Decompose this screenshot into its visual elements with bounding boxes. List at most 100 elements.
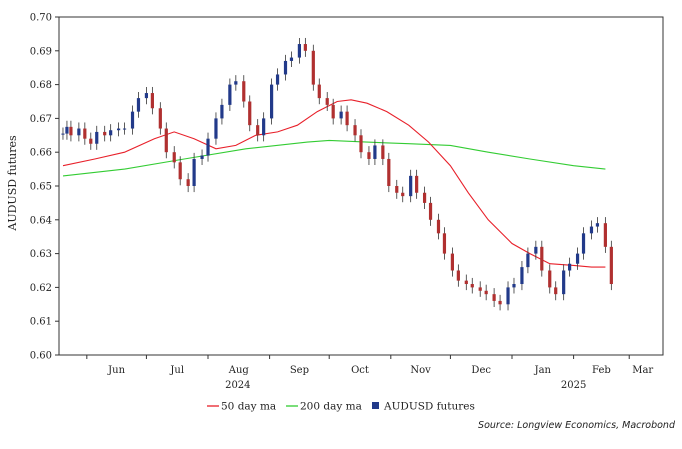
y-axis-title: AUDUSD futures <box>6 135 19 232</box>
price-bar-body <box>103 131 107 136</box>
source-note: Source: Longview Economics, Macrobond <box>478 420 676 431</box>
legend-label: 50 day ma <box>221 401 276 413</box>
price-bar-body <box>234 81 238 85</box>
price-bar-body <box>283 60 288 75</box>
y-tick-label: 0.63 <box>30 249 52 260</box>
y-tick-label: 0.62 <box>30 283 52 294</box>
x-year-label: 2025 <box>561 380 586 391</box>
price-bar-body <box>61 133 65 135</box>
price-bar-body <box>534 246 538 254</box>
price-bar-body <box>317 84 321 99</box>
price-bar-body <box>303 44 307 51</box>
price-bar-body <box>172 152 176 163</box>
price-bar-body <box>484 290 488 295</box>
price-bar-body <box>353 125 357 136</box>
price-bar-body <box>83 128 87 139</box>
y-tick-label: 0.61 <box>30 317 52 328</box>
price-bar-body <box>158 108 162 129</box>
price-bar-body <box>478 287 482 291</box>
price-bar-body <box>192 158 196 186</box>
price-bar-body <box>381 145 385 159</box>
y-tick-label: 0.60 <box>30 351 52 362</box>
price-bar-body <box>422 192 427 203</box>
price-bar-body <box>69 126 73 136</box>
price-bar-body <box>339 111 343 119</box>
price-bar-body <box>256 125 260 136</box>
price-bar-body <box>562 270 566 295</box>
price-bar-body <box>178 162 182 180</box>
price-bar-body <box>248 101 252 126</box>
x-tick-label: Jun <box>107 365 125 376</box>
price-bar-body <box>506 287 510 305</box>
price-bar-body <box>122 128 127 130</box>
y-tick-label: 0.66 <box>30 148 52 159</box>
price-bar-body <box>206 138 210 156</box>
price-bar-body <box>325 98 329 105</box>
x-tick-label: Dec <box>471 365 491 376</box>
price-bar-body <box>409 175 413 197</box>
price-bar-body <box>144 93 149 99</box>
price-bar-body <box>428 202 433 220</box>
legend: 50 day ma 200 day ma AUDUSD futures <box>207 401 475 413</box>
y-tick-label: 0.68 <box>30 80 52 91</box>
price-bar-body <box>450 253 454 271</box>
x-tick-label: Oct <box>351 365 369 376</box>
price-bar-body <box>595 223 600 227</box>
price-bar-body <box>373 145 377 159</box>
price-bar-body <box>387 158 391 186</box>
x-tick-label: Feb <box>592 365 611 376</box>
price-bar-body <box>401 192 405 197</box>
price-bar-body <box>464 280 468 285</box>
price-bar-body <box>575 253 580 264</box>
price-bar-body <box>262 118 266 136</box>
price-bar-body <box>297 44 302 58</box>
price-bar-body <box>492 294 496 301</box>
price-bar-body <box>275 74 280 85</box>
price-bar-body <box>228 84 232 105</box>
x-tick-label: Aug <box>228 365 250 376</box>
price-bar-body <box>65 126 69 134</box>
price-bar-body <box>395 186 399 193</box>
price-bar-body <box>367 152 371 159</box>
x-tick-label: Mar <box>632 365 653 376</box>
price-bar-body <box>548 270 552 288</box>
price-bar-body <box>269 84 274 119</box>
price-bar-body <box>186 179 190 186</box>
price-bar-body <box>540 246 544 271</box>
y-tick-label: 0.67 <box>30 114 52 125</box>
x-tick-label: Nov <box>410 365 431 376</box>
y-tick-label: 0.64 <box>30 215 52 226</box>
price-bar-body <box>130 111 135 129</box>
x-year-label: 2024 <box>225 380 250 391</box>
price-bar-body <box>442 233 447 254</box>
legend-label: AUDUSD futures <box>383 401 475 413</box>
price-bar-body <box>609 246 613 285</box>
price-bar-body <box>289 57 294 61</box>
price-bar-body <box>498 300 502 305</box>
price-bar-body <box>345 111 349 126</box>
ma200-line <box>62 139 606 177</box>
price-bar-body <box>109 130 113 136</box>
y-tick-label: 0.70 <box>30 13 52 24</box>
price-bar-body <box>117 128 121 131</box>
price-bar-body <box>554 287 558 295</box>
price-bar-body <box>436 219 441 234</box>
price-bar-body <box>89 138 93 144</box>
y-tick-label: 0.69 <box>30 46 52 57</box>
price-bar-body <box>311 50 315 85</box>
y-tick-label: 0.65 <box>30 182 52 193</box>
plot-area-frame <box>58 16 664 356</box>
legend-swatch <box>372 402 379 409</box>
price-bar-body <box>456 270 460 281</box>
price-bar-body <box>242 81 246 102</box>
price-bar-body <box>603 223 607 247</box>
price-bar-body <box>200 155 204 159</box>
price-bar-body <box>520 267 524 285</box>
price-bar-body <box>150 93 154 109</box>
price-bar-body <box>331 104 335 119</box>
price-bar-body <box>526 253 530 268</box>
x-tick-label: Sep <box>290 365 309 376</box>
price-bar-body <box>220 104 224 119</box>
price-bar-body <box>136 98 141 112</box>
